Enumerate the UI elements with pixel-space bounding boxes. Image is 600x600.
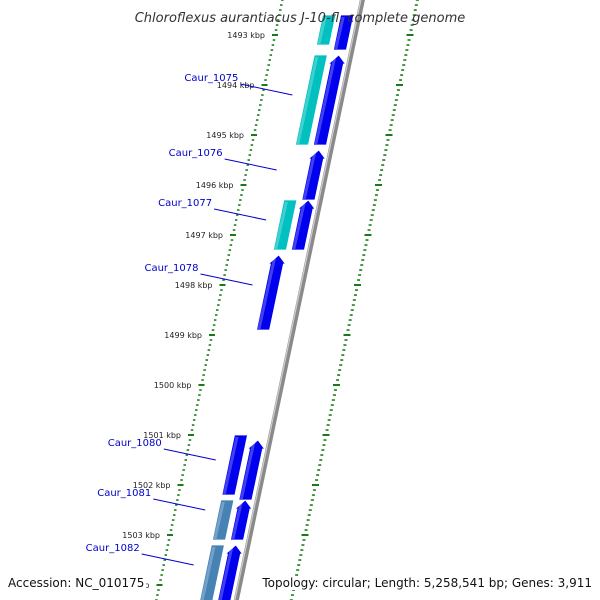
gene-feature-shade <box>334 17 345 49</box>
gene-feature[interactable] <box>332 14 355 51</box>
map-title: Chloroflexus aurantiacus J-10-fl, comple… <box>135 11 466 26</box>
gene-feature-shade <box>317 17 327 44</box>
backbone-highlight <box>234 0 362 600</box>
backbone-line <box>233 0 365 600</box>
gene-label-leader <box>214 208 267 221</box>
gene-label-leader <box>200 273 253 286</box>
gene-feature-shade <box>218 547 234 600</box>
kbp-tick-label: 1497 kbp <box>185 231 223 240</box>
gene-feature-shade <box>314 57 337 144</box>
gene-label[interactable]: Caur_1076 <box>169 148 223 159</box>
kbp-tick-label: 1501 kbp <box>143 431 181 440</box>
gene-label-leader <box>240 83 293 96</box>
kbp-tick-label: 1502 kbp <box>133 481 171 490</box>
gene-label[interactable]: Caur_1082 <box>86 543 140 554</box>
gene-feature-shade <box>231 502 243 539</box>
gene-feature[interactable] <box>290 199 316 251</box>
kbp-tick-label: 1493 kbp <box>227 31 265 40</box>
gene-name-labels: Caur_1075 Caur_1076 Caur_1077 Caur_1078 Caur… <box>86 73 293 566</box>
gene-feature-shade <box>222 437 239 494</box>
kbp-tick-label: 1500 kbp <box>154 381 192 390</box>
kbp-tick-label: 1503 kbp <box>122 531 160 540</box>
gene-feature[interactable] <box>315 14 337 46</box>
gene-feature[interactable] <box>294 54 328 146</box>
gene-feature[interactable] <box>221 434 248 496</box>
accession-text: Accession: NC_010175 <box>8 576 147 590</box>
gene-feature[interactable] <box>256 254 287 331</box>
gene-label[interactable]: Caur_1077 <box>158 198 212 209</box>
gene-feature-shade <box>200 547 216 600</box>
gene-label-leader <box>224 158 277 171</box>
gene-feature-shade <box>239 442 256 499</box>
gene-feature-shade <box>296 57 319 144</box>
gene-feature[interactable] <box>272 199 298 251</box>
gene-label[interactable]: Caur_1081 <box>97 488 151 499</box>
kbp-tick-label: 1494 kbp <box>217 81 255 90</box>
gene-label-leader <box>163 448 216 461</box>
gene-feature-shade <box>292 202 306 249</box>
gene-feature-track <box>197 14 355 600</box>
gene-feature-shade <box>257 257 277 329</box>
gene-label[interactable]: Caur_1078 <box>144 263 198 274</box>
gene-feature[interactable] <box>215 544 244 600</box>
kbp-tick-label: 1499 kbp <box>164 331 202 340</box>
gene-label[interactable]: Caur_1075 <box>184 73 238 84</box>
kbp-tick-label: 1495 kbp <box>206 131 244 140</box>
gene-feature-shade <box>302 152 317 199</box>
inner-tick-ring <box>155 0 284 600</box>
kbp-tick-label: 1496 kbp <box>196 181 234 190</box>
gene-label-leader <box>153 498 206 511</box>
gene-feature-shade <box>213 502 225 539</box>
gene-feature[interactable] <box>229 499 253 541</box>
genome-backbone <box>233 0 365 600</box>
gene-feature[interactable] <box>312 54 347 146</box>
gene-label-leader <box>141 553 194 566</box>
kbp-tick-label: 1498 kbp <box>175 281 213 290</box>
topology-summary: Topology: circular; Length: 5,258,541 bp… <box>260 576 592 590</box>
gene-label[interactable]: Caur_1080 <box>108 438 162 449</box>
gene-feature-shade <box>274 202 288 249</box>
outer-tick-ring <box>289 0 419 600</box>
gene-feature[interactable] <box>211 499 235 541</box>
gene-feature[interactable] <box>197 544 225 600</box>
